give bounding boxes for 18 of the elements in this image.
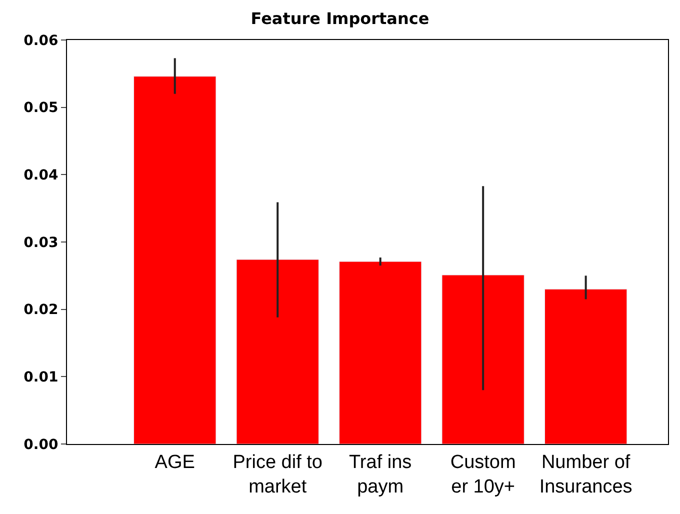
x-tick-label: Traf ins paym [349, 452, 412, 498]
y-tick-label: 0.00 [24, 436, 58, 453]
bar [134, 76, 216, 444]
y-tick-label: 0.02 [24, 302, 58, 318]
bar [339, 261, 422, 444]
y-tick-label: 0.06 [24, 32, 58, 49]
y-tick-label: 0.05 [24, 100, 58, 116]
x-tick-label: Number of Insurances [539, 452, 632, 498]
y-tick-label: 0.03 [24, 234, 58, 251]
x-tick-label: Custom er 10y+ [450, 452, 516, 498]
y-tick-label: 0.01 [24, 370, 58, 386]
x-tick-label: Price dif to market [232, 452, 322, 498]
bar [442, 274, 524, 444]
bar [236, 259, 319, 444]
x-tick-label: AGE [154, 452, 195, 473]
bar [544, 288, 628, 444]
y-tick-label: 0.04 [24, 168, 58, 184]
chart-title: Feature Importance [250, 9, 430, 28]
